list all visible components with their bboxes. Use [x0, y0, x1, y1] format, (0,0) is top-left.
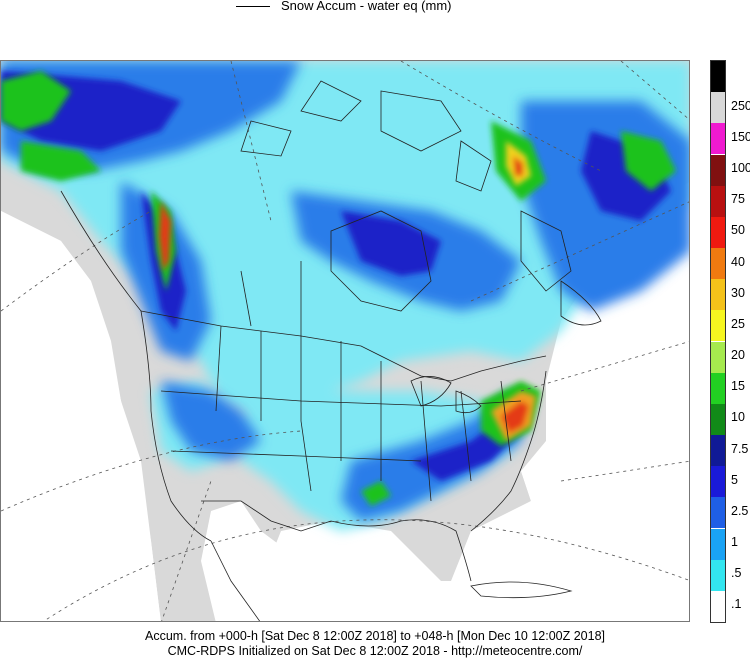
color-scale-label: 250	[731, 98, 750, 113]
color-scale-label: 15	[731, 379, 745, 394]
color-scale-segment	[711, 216, 725, 248]
color-scale-label: 7.5	[731, 441, 749, 456]
color-scale-label: 2.5	[731, 503, 749, 518]
legend-line-sample	[236, 6, 270, 7]
color-scale-label: 1	[731, 535, 738, 550]
color-scale-label: 25	[731, 316, 745, 331]
color-scale-label: 150	[731, 129, 750, 144]
color-scale-label: .5	[731, 566, 742, 581]
snow-heavy-core	[159, 141, 536, 441]
color-scale-label: 40	[731, 254, 745, 269]
color-scale-segment	[711, 559, 725, 591]
color-scale-label: 5	[731, 472, 738, 487]
color-scale-bar	[710, 60, 726, 623]
snow-accumulation-map[interactable]	[0, 60, 690, 622]
model-initialization-text: CMC-RDPS Initialized on Sat Dec 8 12:00Z…	[167, 644, 583, 658]
gulf-of-mexico	[251, 521, 441, 621]
graticule	[1, 61, 689, 621]
color-scale-label: .1	[731, 597, 742, 612]
color-scale-segment	[711, 403, 725, 435]
legend-label: Snow Accum - water eq (mm)	[281, 0, 452, 13]
map-canvas	[1, 61, 689, 621]
color-scale-segment	[711, 279, 725, 311]
color-scale-segment	[711, 123, 725, 155]
color-scale-segment	[711, 372, 725, 404]
color-scale-segment	[711, 310, 725, 342]
color-scale-segment	[711, 154, 725, 186]
color-scale-segment	[711, 92, 725, 124]
color-scale-label: 10	[731, 410, 745, 425]
pacific-ocean	[1, 211, 161, 621]
color-scale-label: 75	[731, 192, 745, 207]
atlantic-ocean	[441, 361, 689, 621]
color-scale-label: 20	[731, 348, 745, 363]
color-scale-segment	[711, 497, 725, 529]
color-scale-segment	[711, 435, 725, 467]
color-scale-segment	[711, 341, 725, 373]
color-scale-segment	[711, 590, 725, 622]
color-scale-label: 30	[731, 285, 745, 300]
political-boundaries	[60, 80, 602, 621]
color-scale-segment	[711, 528, 725, 560]
color-scale-top-segment	[711, 61, 725, 93]
map-legend-key: Snow Accum - water eq (mm)	[236, 0, 536, 14]
accumulation-period-text: Accum. from +000-h [Sat Dec 8 12:00Z 201…	[145, 629, 605, 643]
color-scale-label: 50	[731, 223, 745, 238]
color-scale-segment	[711, 466, 725, 498]
color-scale-label: 100	[731, 161, 750, 176]
color-scale-segment	[711, 185, 725, 217]
color-scale-segment	[711, 248, 725, 280]
